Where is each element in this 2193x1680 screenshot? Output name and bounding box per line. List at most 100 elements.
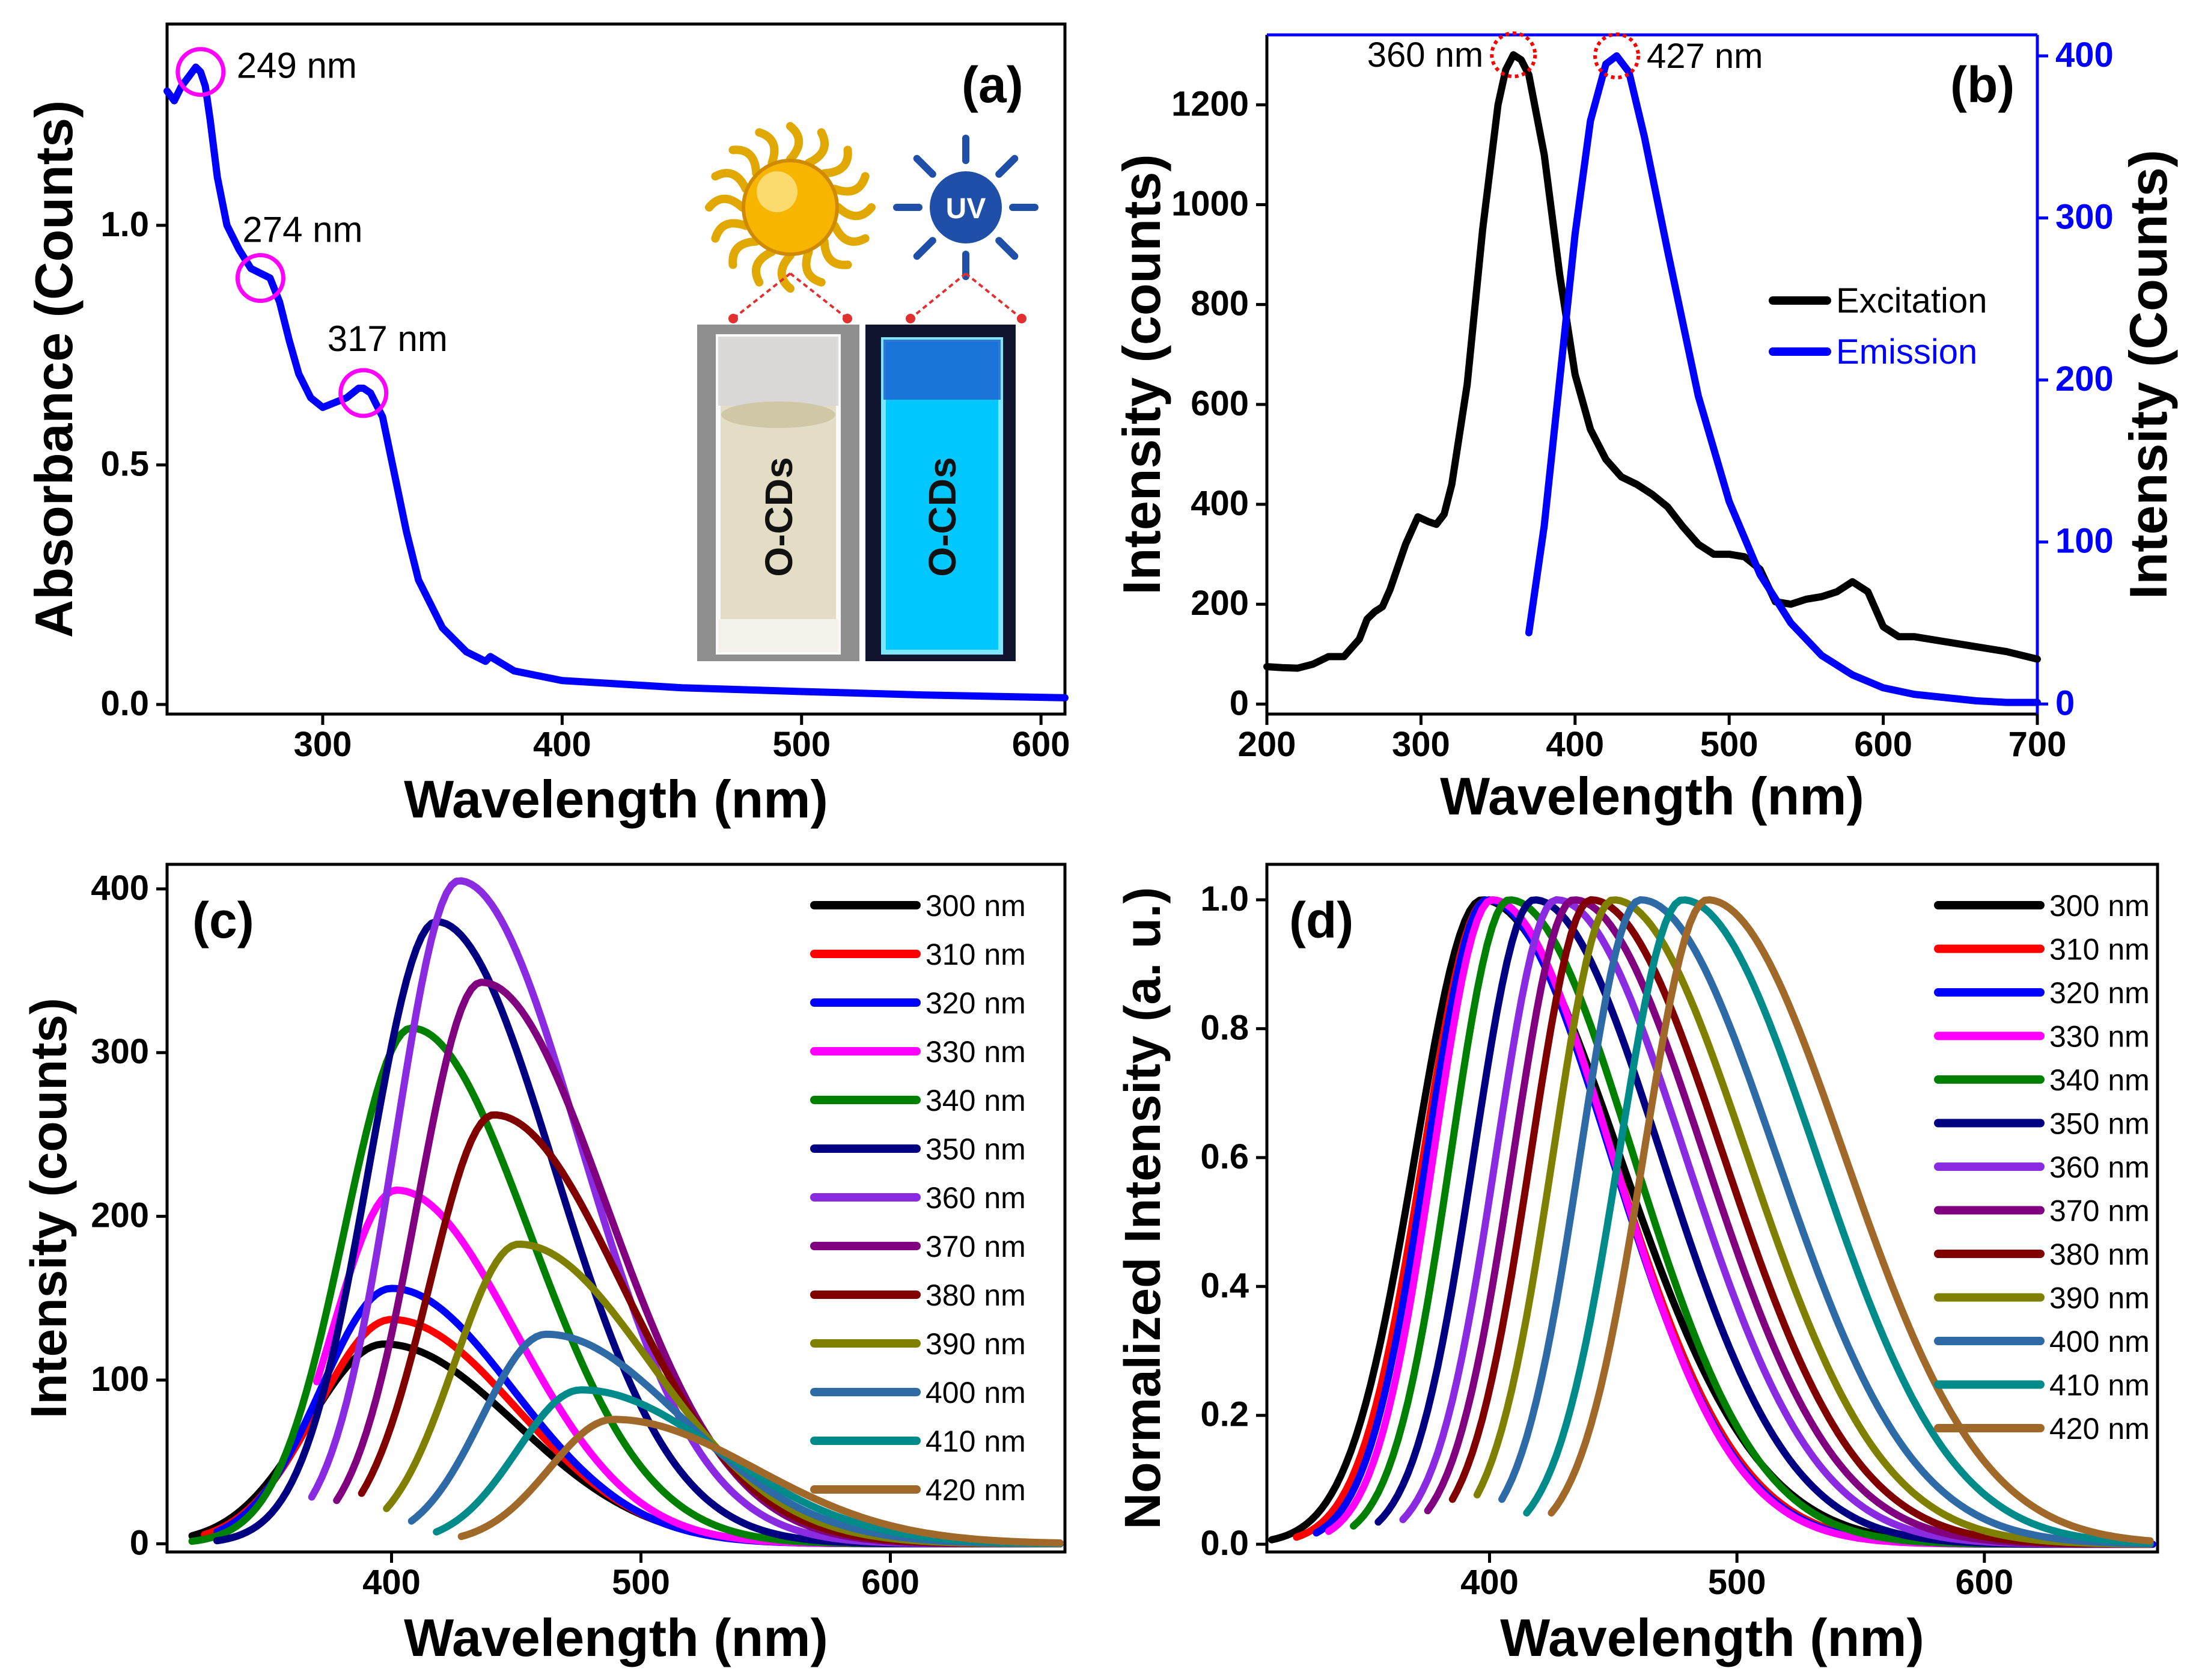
sun-ray (786, 122, 804, 163)
y-tick-label: 1.0 (100, 205, 149, 244)
x-tick-label: 400 (362, 1563, 421, 1602)
legend-label: 400 nm (926, 1376, 1026, 1410)
x-tick-label: 400 (1460, 1563, 1519, 1602)
y-tick-label: 0.6 (1200, 1137, 1249, 1176)
legend-label-emission: Emission (1836, 332, 1977, 371)
sun-ray (820, 237, 852, 269)
pointer-line (732, 272, 791, 320)
pointer-line (789, 272, 849, 320)
emission-curve-410-nm (1523, 896, 2154, 1547)
y-tick-label: 0.4 (1200, 1266, 1249, 1305)
y-tick-label: 1.0 (1200, 879, 1249, 918)
excitation-line (1263, 51, 2041, 672)
right-y-tick-label: 200 (2055, 359, 2114, 399)
sun-ray (755, 128, 779, 168)
emission-curve-390-nm (1473, 896, 2154, 1548)
x-tick-label: 400 (1546, 725, 1604, 764)
uv-cuvette-photo: O-CDs (865, 325, 1016, 661)
panel-c: 400 500 600 0 100 200 300 400 300 nm 310 nm 320 nm… (20, 863, 1067, 1667)
peak-marker-circle (235, 253, 285, 304)
plot-frame (165, 863, 1067, 1554)
plot-frame (165, 22, 1067, 716)
x-axis-title: Wavelength (nm) (1500, 1608, 1924, 1667)
x-tick-label: 600 (1012, 725, 1070, 764)
x-axis-title: Wavelength (nm) (1440, 766, 1864, 826)
sun-highlight (757, 171, 798, 212)
cuvette-label: O-CDs (921, 457, 964, 576)
panel-label: (c) (192, 892, 254, 948)
sun-ray (728, 237, 761, 269)
legend-label: 330 nm (926, 1035, 1026, 1069)
right-y-tick-label: 400 (2055, 35, 2114, 75)
y-axis-title: Intensity (counts) (1112, 154, 1171, 594)
y-axis-title: Absorbance (Counts) (24, 100, 84, 638)
emission-curve-420-nm (457, 1416, 1064, 1547)
sun-ray (777, 251, 795, 293)
pointer-line (965, 272, 1023, 320)
cuvette-base (718, 619, 838, 652)
y-tick-label: 800 (1191, 284, 1249, 323)
panel-label: (d) (1289, 892, 1353, 948)
x-tick-label: 600 (1854, 725, 1912, 764)
x-tick-label: 300 (294, 725, 352, 764)
legend: Excitation Emission (1769, 281, 1987, 371)
panel-a: 300 400 500 600 0.0 0.5 1.0 249 nm 274 nm 317 nm (… (24, 22, 1070, 829)
legend-label: 370 nm (2049, 1194, 2150, 1228)
legend-label: 400 nm (2049, 1325, 2150, 1358)
y-tick-label: 1000 (1171, 185, 1249, 224)
legend-label: 410 nm (2049, 1369, 2150, 1402)
uv-disc (930, 171, 1002, 243)
right-y-tick-label: 300 (2055, 198, 2114, 237)
pointer-line (909, 272, 967, 320)
legend-label: 390 nm (2049, 1281, 2150, 1315)
y-tick-label: 0 (130, 1523, 149, 1562)
sun-icon (705, 122, 876, 293)
sun-ray (752, 247, 776, 287)
daylight-cuvette-photo: O-CDs (697, 325, 859, 661)
y-tick-label: 0.2 (1200, 1395, 1249, 1434)
cuvette-label: O-CDs (757, 457, 801, 576)
x-tick-label: 700 (2008, 725, 2067, 764)
uv-badge-text: UV (946, 193, 986, 225)
legend-label: 300 nm (926, 889, 1026, 923)
legend-label: 390 nm (926, 1327, 1026, 1361)
cuvette-top (883, 340, 1001, 400)
legend-label: 340 nm (2049, 1063, 2150, 1097)
y-tick-label: 200 (91, 1196, 149, 1235)
legend-label: 330 nm (2049, 1020, 2150, 1054)
x-tick-label: 500 (1700, 725, 1758, 764)
pointer-head (906, 314, 915, 323)
peak-marker-circle (1593, 32, 1641, 80)
x-tick-label: 600 (1955, 1563, 2013, 1602)
peak-annotation: 317 nm (328, 319, 448, 359)
y-tick-label: 0.5 (100, 444, 149, 483)
legend-label: 350 nm (926, 1132, 1026, 1166)
peak-annotation: 360 nm (1367, 35, 1483, 75)
legend-label: 340 nm (926, 1084, 1026, 1117)
y-tick-label: 100 (91, 1360, 149, 1399)
emission-line (1525, 52, 2041, 706)
pointer-head (1017, 314, 1026, 323)
x-tick-label: 600 (861, 1563, 920, 1602)
y-tick-label: 600 (1191, 384, 1249, 423)
legend-label: 420 nm (2049, 1412, 2150, 1446)
y-axis-title: Intensity (counts) (20, 998, 77, 1419)
sun-ray (820, 145, 852, 178)
legend: 300 nm 310 nm 320 nm 330 nm 340 nm 350 nm 360 … (810, 889, 1026, 1507)
sun-disc (742, 159, 839, 256)
y-axis-title: Normalized Intensity (a. u.) (1114, 887, 1171, 1530)
sun-ray (711, 219, 751, 243)
legend-label: 320 nm (2049, 976, 2150, 1010)
legend-label: 380 nm (926, 1278, 1026, 1312)
peak-marker-circle (175, 47, 226, 97)
sun-ray (711, 169, 751, 194)
y-tick-label: 400 (91, 869, 149, 908)
y-tick-label: 0.0 (100, 684, 149, 723)
panel-b: 200 300 400 500 600 7000200400600800100012000… (1112, 31, 2178, 826)
sun-ray (834, 203, 876, 221)
x-tick-label: 500 (772, 725, 831, 764)
x-tick-label: 400 (533, 725, 591, 764)
legend-label: 420 nm (926, 1473, 1026, 1507)
peak-annotation: 249 nm (237, 46, 357, 86)
